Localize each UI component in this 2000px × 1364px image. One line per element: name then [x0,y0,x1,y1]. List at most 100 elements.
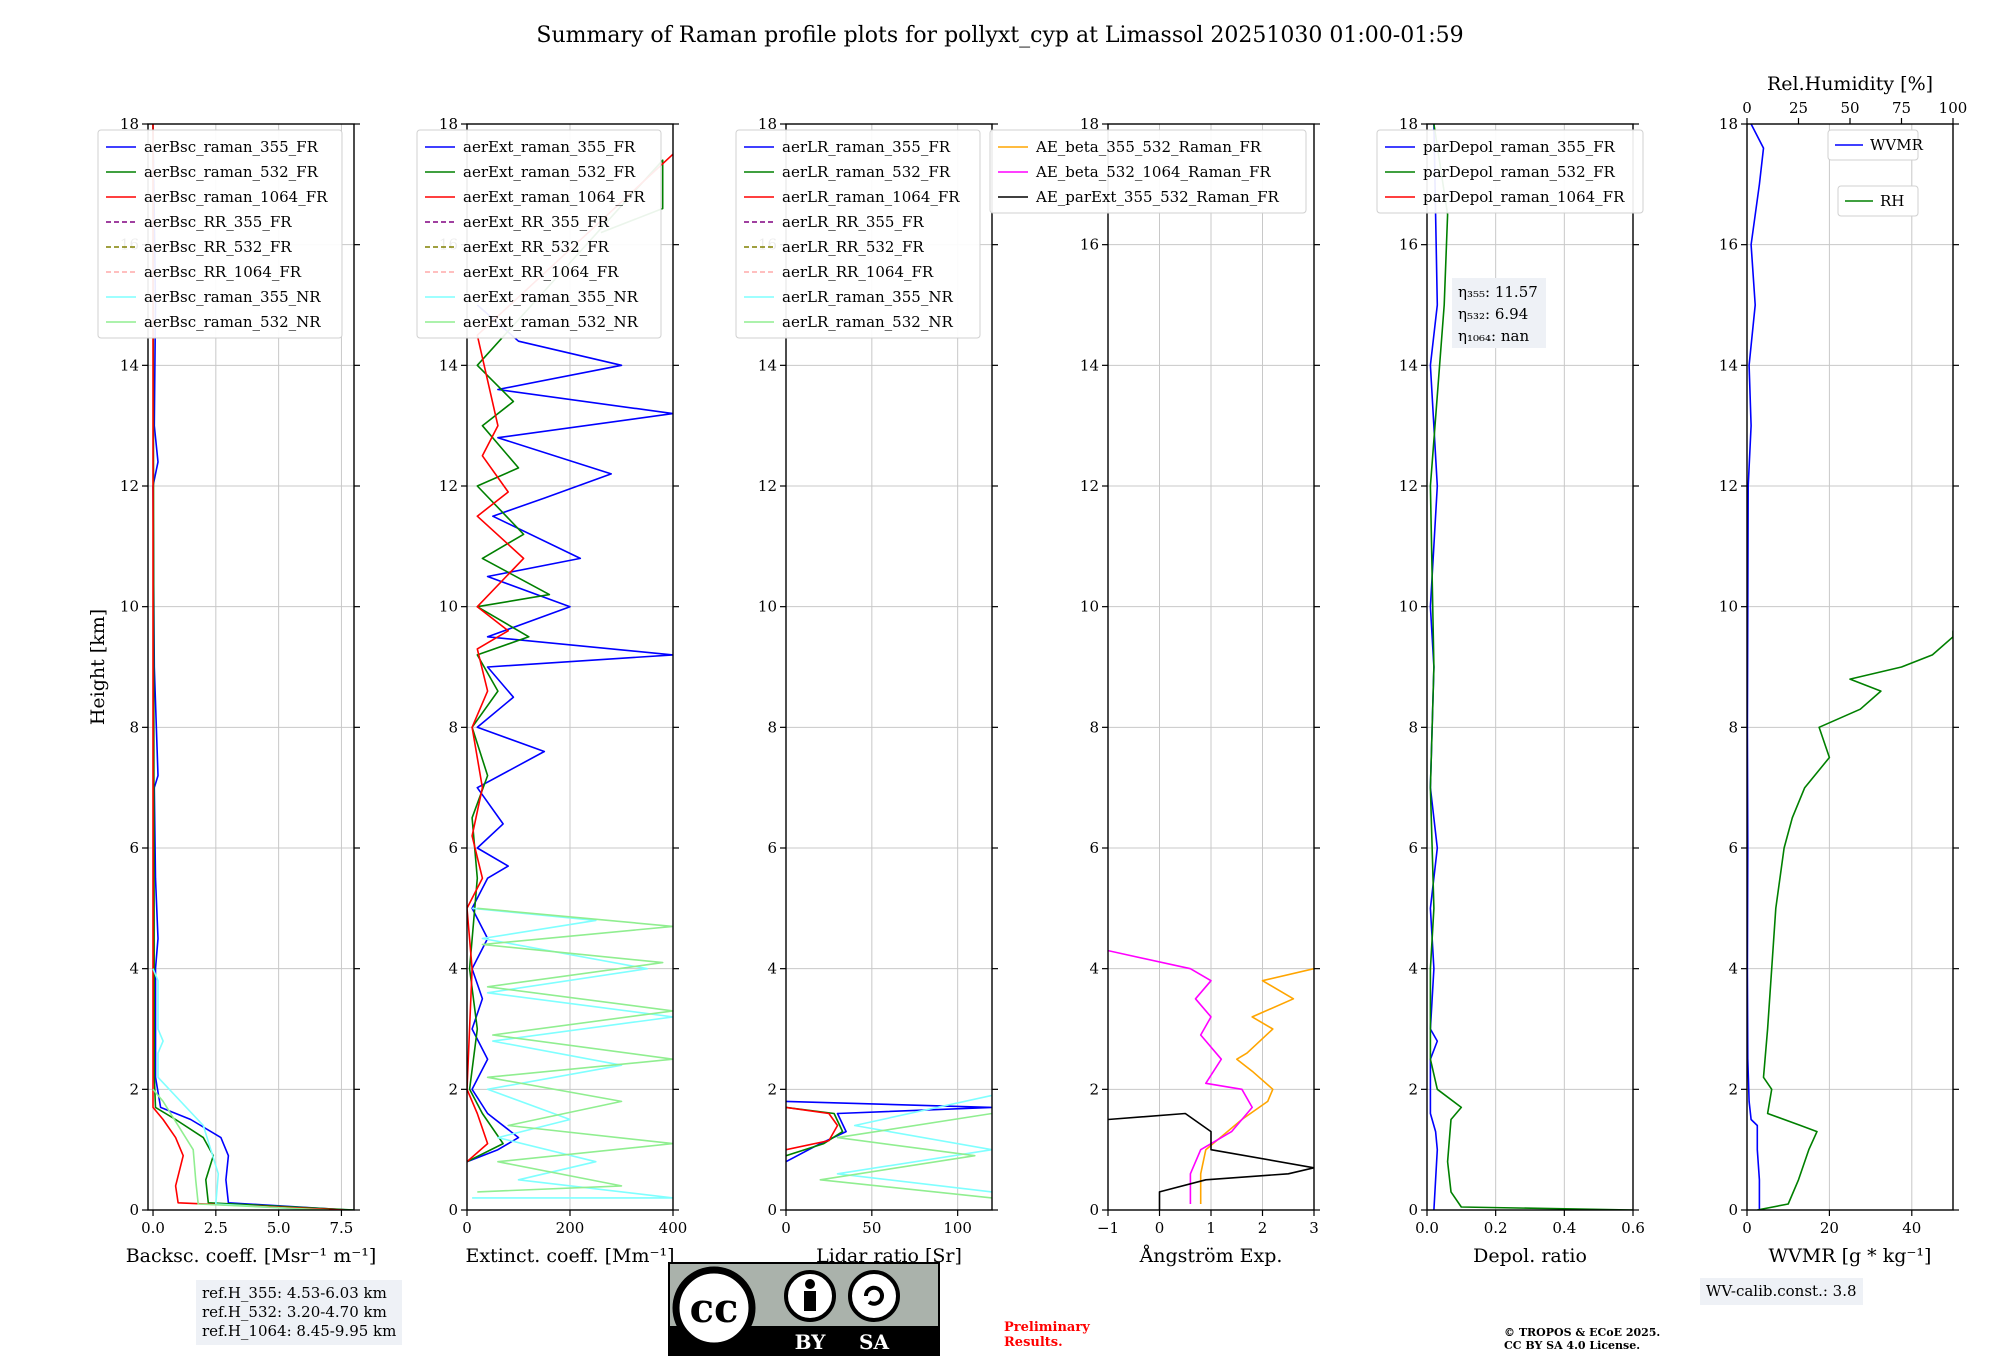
xtick-label-wv: 20 [1820,1219,1839,1237]
ytick-label-bsc: 10 [120,598,139,616]
cc-icon [672,1266,756,1350]
panel-lr: 024681012141618050100Lidar ratio [Sr]aer… [735,115,998,1267]
legend-entry-aerBsc_raman_532_NR: aerBsc_raman_532_NR [144,313,321,331]
series-line-aerBsc_raman_1064_FR [152,124,345,1210]
xtick-label-depol: 0.6 [1621,1219,1645,1237]
legend-entry-RH: RH [1880,192,1904,210]
xtick-label-ae: 3 [1309,1219,1319,1237]
figure-title: Summary of Raman profile plots for polly… [536,23,1463,48]
xtick-label-ext: 400 [659,1219,688,1237]
ytick-label-ext: 8 [448,718,458,736]
ytick-label-lr: 12 [758,477,777,495]
ytick-label-wv: 6 [1728,839,1738,857]
ytick-label-ae: 2 [1089,1080,1099,1098]
xtick-label-lr: 0 [781,1219,791,1237]
ref-height-355: ref.H_355: 4.53-6.03 km [202,1284,387,1302]
eta-line-0: η₃₅₅: 11.57 [1458,283,1538,301]
ytick-label-wv: 16 [1719,236,1738,254]
ytick-label-bsc: 8 [129,718,139,736]
ytick-label-wv: 0 [1728,1201,1738,1219]
legend-entry-parDepol_raman_532_FR: parDepol_raman_532_FR [1423,163,1616,181]
preliminary-line-1: Preliminary [1004,1320,1090,1335]
by-icon-head [805,1279,815,1289]
xlabel-ext: Extinct. coeff. [Mm⁻¹] [465,1245,674,1267]
axes-frame-bsc [147,123,355,1211]
xlabel-depol: Depol. ratio [1473,1245,1587,1267]
ytick-label-lr: 18 [758,115,777,133]
legend-entry-aerBsc_raman_532_FR: aerBsc_raman_532_FR [144,163,319,181]
series-line-aerBsc_raman_532_FR [152,124,354,1210]
series-group-ae [1108,949,1314,1210]
ytick-label-lr: 0 [767,1201,777,1219]
legend-entry-parDepol_raman_355_FR: parDepol_raman_355_FR [1423,138,1616,156]
xtick-label-depol: 0.4 [1552,1219,1576,1237]
legend-entry-parDepol_raman_1064_FR: parDepol_raman_1064_FR [1423,188,1625,206]
ytick-label-ae: 16 [1080,236,1099,254]
series-group-lr [786,1094,992,1199]
legend-entry-aerLR_raman_355_NR: aerLR_raman_355_NR [782,288,953,306]
series-line-aerExt_raman_355_NR [472,907,673,1199]
legend-entry-aerExt_RR_532_FR: aerExt_RR_532_FR [463,238,610,256]
ytick-label-lr: 6 [767,839,777,857]
panel-depol: 0 2 4 6 8 10 12 14 16 18 0.0 0.2 0.4 0.6 Depol. ratio p… [1376,115,1645,1267]
legend-entry-aerBsc_RR_532_FR: aerBsc_RR_532_FR [144,238,292,256]
ytick-label-lr: 4 [767,960,777,978]
x2tick-label-wv: 100 [1939,99,1968,117]
ytick-label-wv: 14 [1719,356,1738,374]
legend-entry-aerBsc_raman_355_NR: aerBsc_raman_355_NR [144,288,321,306]
legend-entry-aerExt_raman_1064_FR: aerExt_raman_1064_FR [463,188,645,206]
ytick-label-ext: 6 [448,839,458,857]
legend-box-RH [1837,185,1919,217]
x2tick-label-wv: 75 [1892,99,1911,117]
series-line-aerLR_raman_355_NR [836,1094,992,1193]
ytick-label-ae: 6 [1089,839,1099,857]
ytick-label-ae: 0 [1089,1201,1099,1219]
x2tick-label-wv: 25 [1789,99,1808,117]
legend-entry-aerLR_raman_1064_FR: aerLR_raman_1064_FR [782,188,960,206]
series-group-wv [1747,124,1953,1210]
series-group-ext [467,153,673,1199]
ytick-label-bsc: 6 [129,839,139,857]
legend-entry-AE_beta_355_532_Raman_FR: AE_beta_355_532_Raman_FR [1035,138,1262,156]
legend-entry-aerExt_raman_355_NR: aerExt_raman_355_NR [463,288,639,306]
ytick-label-ae: 4 [1089,960,1099,978]
legend-entry-aerExt_raman_532_NR: aerExt_raman_532_NR [463,313,639,331]
series-line-aerExt_raman_355_FR [467,304,673,1163]
xlabel-wv: WVMR [g * kg⁻¹] [1769,1245,1932,1267]
xtick-label-ext: 200 [556,1219,585,1237]
ytick-label-lr: 2 [767,1080,777,1098]
xtick-label-bsc: 0.0 [141,1219,165,1237]
ytick-label-depol: 4 [1408,960,1418,978]
ytick-label-ext: 0 [448,1201,458,1219]
series-line-aerExt_raman_1064_FR [467,153,673,1163]
copyright-line-1: © TROPOS & ECoE 2025. [1504,1326,1661,1339]
legend-entry-aerExt_RR_355_FR: aerExt_RR_355_FR [463,213,610,231]
series-line-parDepol_raman_532_FR [1429,124,1633,1210]
ytick-label-wv: 8 [1728,718,1738,736]
x2label-wv: Rel.Humidity [%] [1767,73,1933,95]
ytick-label-ae: 14 [1080,356,1099,374]
eta-line-1: η₅₃₂: 6.94 [1458,305,1528,323]
ytick-label-ext: 2 [448,1080,458,1098]
legend-box-ext [416,129,662,339]
ytick-label-lr: 10 [758,598,777,616]
preliminary-line-2: Results. [1004,1335,1063,1350]
xtick-label-wv: 0 [1742,1219,1752,1237]
ytick-label-ae: 12 [1080,477,1099,495]
ytick-label-ae: 10 [1080,598,1099,616]
ytick-label-depol: 10 [1399,598,1418,616]
series-line-AE_beta_355_532_Raman_FR [1199,967,1314,1204]
legend-box-bsc [97,129,343,339]
xtick-label-ae: 0 [1155,1219,1165,1237]
ytick-label-bsc: 0 [129,1201,139,1219]
ylabel-bsc: Height [km] [87,609,109,725]
xlabel-ae: Ångström Exp. [1139,1245,1283,1267]
x2tick-label-wv: 0 [1742,99,1752,117]
eta-box [1452,278,1546,348]
axes-frame-depol [1426,123,1634,1211]
panel-ext: 0246810121416180200400Extinct. coeff. [M… [416,115,688,1267]
ytick-label-bsc: 14 [120,356,139,374]
ytick-label-ext: 14 [439,356,458,374]
